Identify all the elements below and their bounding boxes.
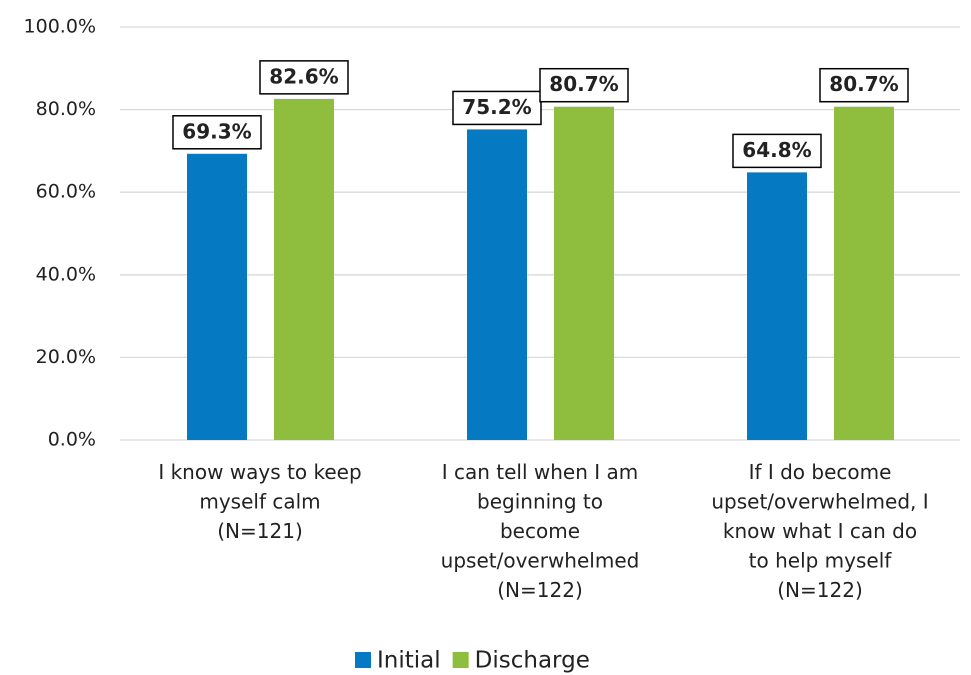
bar — [467, 129, 527, 440]
bar — [554, 106, 614, 441]
x-tick-label-line: become — [500, 519, 580, 543]
legend-label: Discharge — [475, 648, 590, 674]
x-tick-label-line: (N=122) — [777, 578, 863, 602]
x-tick-label-line: myself calm — [199, 489, 320, 513]
x-tick-label-line: (N=121) — [217, 519, 303, 543]
y-tick-label: 0.0% — [48, 429, 96, 451]
bar — [274, 98, 334, 440]
value-label-box — [732, 133, 822, 169]
value-label-box — [172, 115, 262, 150]
legend-swatch — [452, 652, 469, 668]
x-tick-label-line: upset/overwhelmed, I — [711, 489, 928, 513]
value-label: 64.8% — [742, 138, 811, 162]
x-tick-label-line: (N=122) — [497, 578, 583, 602]
legend-label: Initial — [377, 648, 441, 674]
x-tick-label: If I do become upset/overwhelmed, I know w… — [711, 460, 928, 602]
y-tick-label: 100.0% — [24, 16, 96, 38]
value-label: 80.7% — [829, 72, 898, 96]
x-tick-label: I can tell when I am beginning to become up… — [441, 460, 640, 602]
y-tick-label: 40.0% — [36, 263, 96, 285]
value-label: 80.7% — [549, 72, 618, 96]
x-tick-label-line: I can tell when I am — [442, 460, 639, 484]
value-label-box — [819, 67, 909, 103]
legend-swatch — [355, 652, 371, 668]
x-tick-label-line: beginning to — [477, 489, 603, 513]
bar — [187, 153, 247, 440]
x-tick-label-line: upset/overwhelmed — [441, 548, 640, 572]
y-tick-label: 80.0% — [36, 98, 96, 120]
bar — [834, 106, 894, 441]
value-label-box — [259, 60, 349, 95]
y-tick-label: 60.0% — [36, 181, 96, 203]
value-label-box — [539, 67, 629, 103]
x-tick-label-line: to help myself — [749, 548, 893, 572]
value-label-box — [452, 90, 542, 126]
x-tick-label-line: know what I can do — [723, 519, 917, 543]
y-tick-label: 20.0% — [36, 346, 96, 368]
value-label: 82.6% — [269, 64, 338, 88]
x-tick-label-line: If I do become — [749, 460, 892, 484]
value-label: 69.3% — [182, 119, 251, 143]
bar — [747, 172, 807, 440]
x-tick-label-line: I know ways to keep — [158, 460, 361, 484]
value-label: 75.2% — [462, 95, 531, 119]
x-tick-label: I know ways to keep myself calm (N=121) — [158, 460, 361, 543]
